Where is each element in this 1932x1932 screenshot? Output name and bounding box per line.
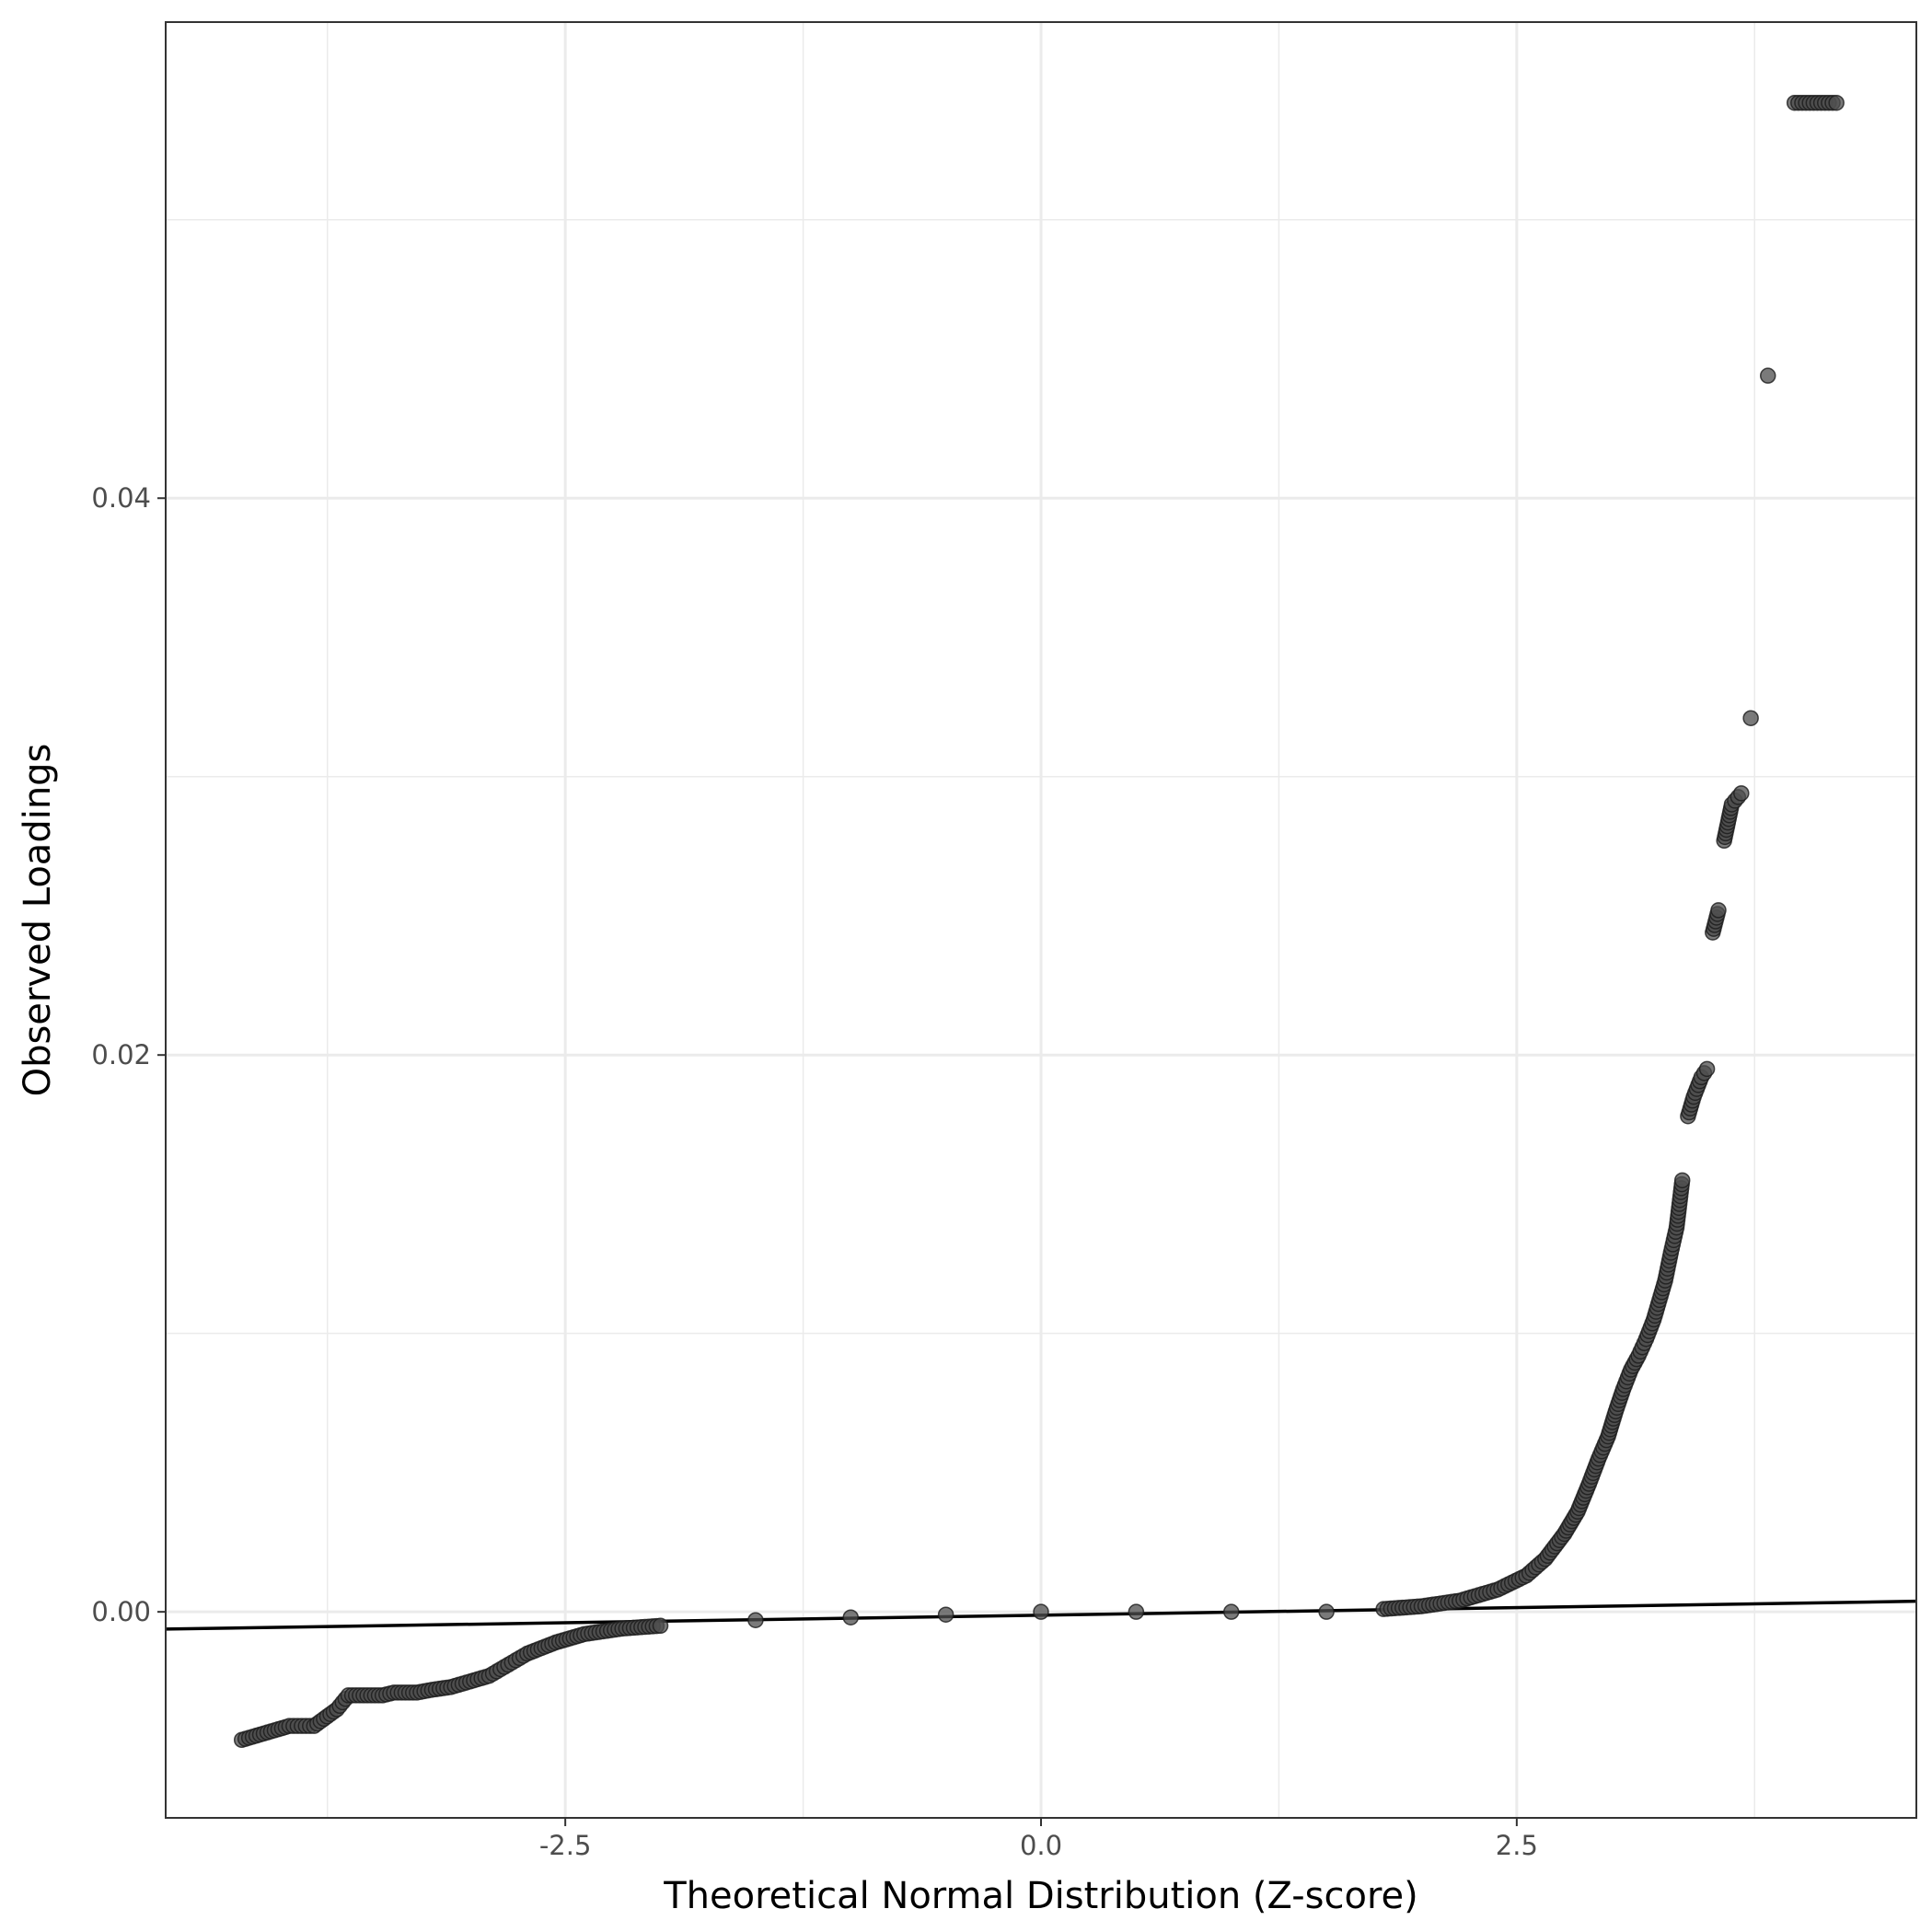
data-point [652, 1617, 669, 1635]
data-point [1222, 1603, 1240, 1620]
data-point [747, 1612, 764, 1628]
x-tick-label: 0.0 [1020, 1830, 1062, 1861]
data-point [937, 1606, 954, 1623]
y-axis-ticks: 0.00 0.02 0.04 [91, 482, 166, 1627]
data-point [1673, 1172, 1691, 1189]
x-axis-ticks: -2.5 0.0 2.5 [539, 1818, 1538, 1861]
data-point [1710, 902, 1727, 919]
y-tick-label: 0.02 [91, 1039, 151, 1070]
data-point [1128, 1603, 1145, 1620]
y-axis-title: Observed Loadings [17, 744, 59, 1097]
data-point [1733, 785, 1750, 802]
x-tick-label: 2.5 [1496, 1830, 1538, 1861]
y-tick-label: 0.04 [91, 482, 151, 514]
data-point [1033, 1603, 1049, 1620]
data-point [1698, 1060, 1716, 1078]
data-point [1742, 710, 1759, 726]
data-points [233, 94, 1845, 1749]
x-axis-title: Theoretical Normal Distribution (Z-score… [663, 1875, 1418, 1917]
data-point [1828, 94, 1845, 111]
data-point [1318, 1603, 1335, 1620]
major-gridlines [166, 22, 1916, 1818]
data-point [842, 1609, 860, 1625]
y-tick-label: 0.00 [91, 1596, 151, 1627]
x-tick-label: -2.5 [539, 1830, 592, 1861]
data-point [1759, 367, 1776, 384]
